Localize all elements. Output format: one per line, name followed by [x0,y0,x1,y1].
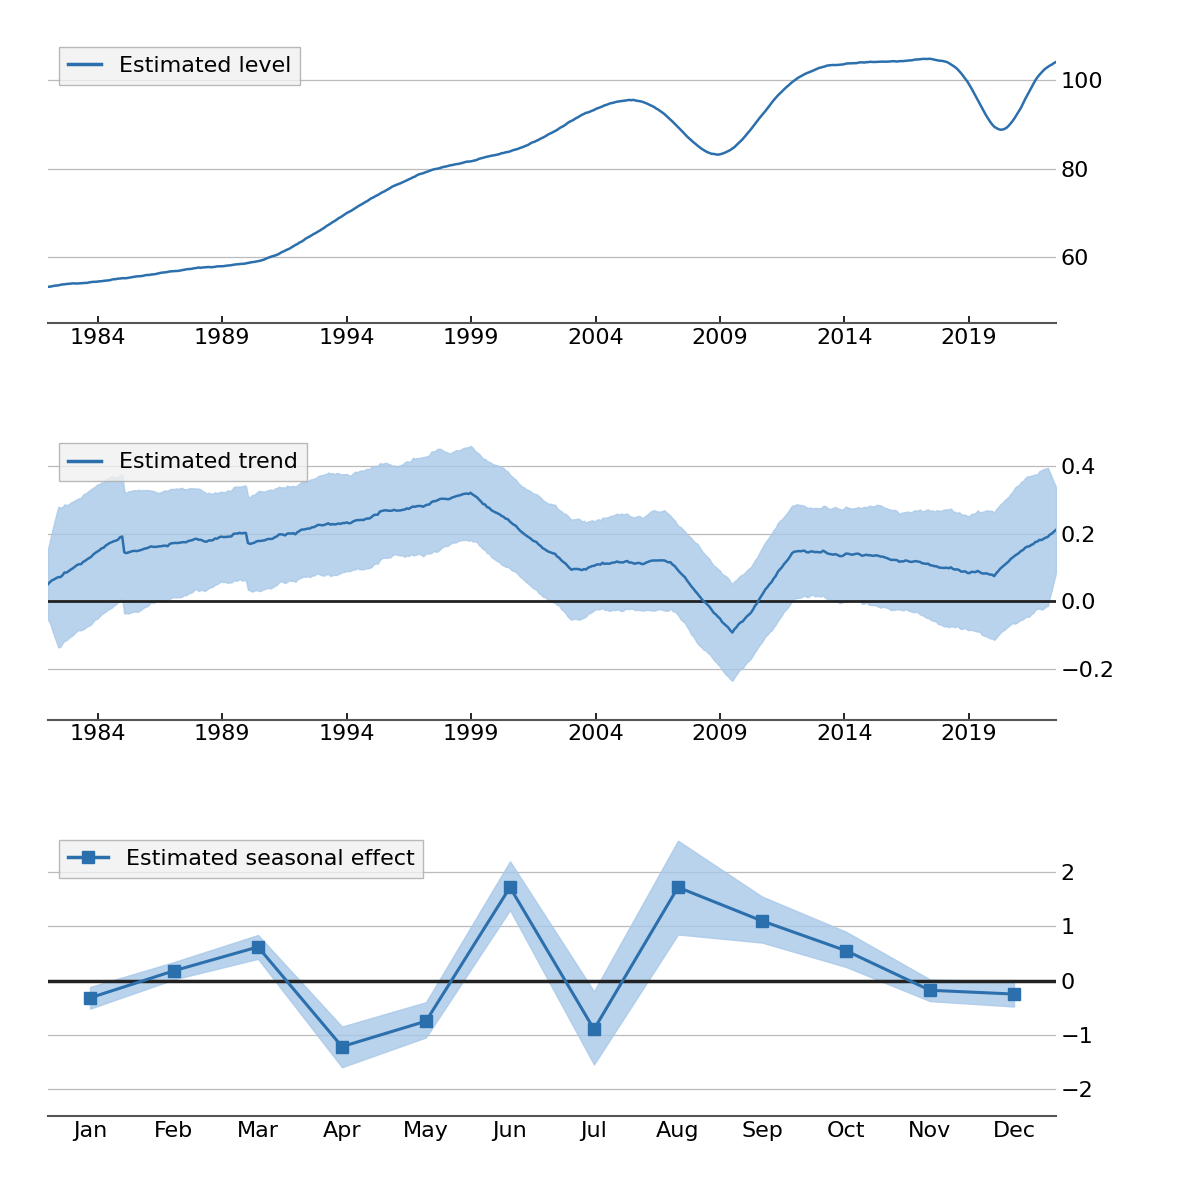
Legend: Estimated seasonal effect: Estimated seasonal effect [59,840,424,877]
Legend: Estimated trend: Estimated trend [59,444,307,481]
Legend: Estimated level: Estimated level [59,47,300,85]
